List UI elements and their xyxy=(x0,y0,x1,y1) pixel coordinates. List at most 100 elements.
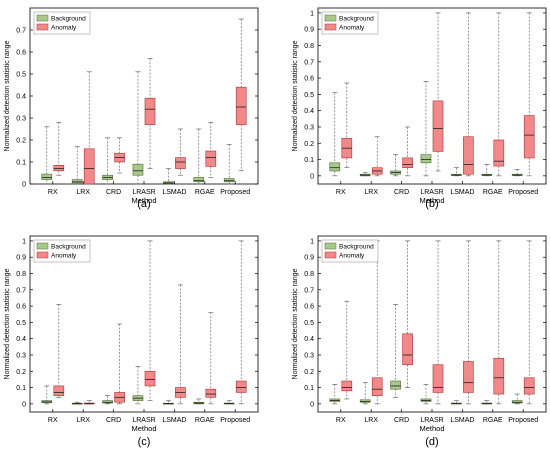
plot-frame xyxy=(317,235,547,413)
x-tick-label: LRASR xyxy=(132,189,155,196)
legend-swatch-anomaly xyxy=(36,251,49,259)
y-tick-label: 0.5 xyxy=(16,320,26,327)
plot-frame xyxy=(317,7,547,185)
background-box xyxy=(511,400,523,404)
legend-swatch-background xyxy=(36,14,49,22)
background-box xyxy=(71,179,83,184)
y-tick-label: 0.1 xyxy=(304,385,314,392)
x-tick-label: LSMAD xyxy=(162,189,186,196)
anomaly-box xyxy=(235,86,247,125)
y-tick-label: 0 xyxy=(22,182,26,189)
y-tick-label: 0.6 xyxy=(304,304,314,311)
y-tick-label: 0.6 xyxy=(16,50,26,57)
panel-b: 0 0.1 0.2 0.3 0.4 0.5 0.6 0.7 0.8 0.9 1 Normalized … xyxy=(292,7,547,210)
background-box xyxy=(359,399,371,403)
x-tick-label: RGAE xyxy=(483,189,503,196)
x-tick-label: RGAE xyxy=(195,189,215,196)
legend-label-background: Background xyxy=(51,244,86,251)
x-tick-label: LRASR xyxy=(420,189,443,196)
anomaly-box xyxy=(205,388,217,398)
legend-swatch-background xyxy=(324,242,337,250)
x-tick-label: Proposed xyxy=(220,417,250,424)
y-tick-label: 0.3 xyxy=(16,352,26,359)
y-axis-label: Normalized detection statistic range xyxy=(4,40,11,151)
background-box xyxy=(132,163,144,176)
x-tick-label: CRD xyxy=(394,417,409,424)
y-tick-label: 0.6 xyxy=(304,76,314,83)
y-tick-label: 0 xyxy=(310,173,314,180)
background-box xyxy=(420,154,432,164)
y-tick-label: 0.6 xyxy=(16,304,26,311)
x-tick-label: RX xyxy=(336,189,346,196)
background-box xyxy=(420,398,432,402)
background-box xyxy=(102,400,113,404)
background-box xyxy=(329,162,341,172)
x-tick-label: LSMAD xyxy=(450,189,474,196)
legend-swatch-background xyxy=(36,242,49,250)
panel-label: (d) xyxy=(425,436,438,448)
anomaly-box xyxy=(341,380,353,392)
legend-label-anomaly: Anomaly xyxy=(51,25,77,32)
anomaly-box xyxy=(463,136,474,175)
x-tick-label: Proposed xyxy=(220,189,250,196)
y-tick-label: 0.8 xyxy=(304,43,314,50)
x-axis-label: Method xyxy=(131,424,156,433)
x-tick-label: CRD xyxy=(106,417,121,424)
legend-label-background: Background xyxy=(339,244,374,251)
y-tick-label: 0.8 xyxy=(304,271,314,278)
y-tick-label: 0.2 xyxy=(304,141,314,148)
legend-label-anomaly: Anomaly xyxy=(339,253,365,260)
panel-c: 0 0.1 0.2 0.3 0.4 0.5 0.6 0.7 0.8 0.9 1 Normalized … xyxy=(4,235,259,448)
x-tick-label: RX xyxy=(48,417,58,424)
y-axis-label: Normalized detection statistic range xyxy=(292,268,299,379)
anomaly-box xyxy=(144,370,156,387)
anomaly-box xyxy=(432,100,444,152)
x-tick-label: LSMAD xyxy=(450,417,474,424)
y-tick-label: 0.7 xyxy=(304,59,314,66)
legend-swatch-anomaly xyxy=(324,23,337,31)
x-tick-label: LRX xyxy=(364,417,378,424)
y-tick-label: 0.3 xyxy=(304,352,314,359)
anomaly-box xyxy=(523,115,535,159)
x-tick-label: LRX xyxy=(76,189,90,196)
x-tick-label: RX xyxy=(48,189,58,196)
y-tick-label: 0.7 xyxy=(304,287,314,294)
panel-label: (c) xyxy=(138,436,151,448)
legend-label-background: Background xyxy=(51,16,86,23)
plot-frame xyxy=(29,235,259,413)
y-tick-label: 0.3 xyxy=(304,124,314,131)
background-box xyxy=(193,177,205,183)
x-axis-label: Method xyxy=(419,196,444,205)
anomaly-box xyxy=(175,157,186,169)
panel-d: 0 0.1 0.2 0.3 0.4 0.5 0.6 0.7 0.8 0.9 1 Normalized … xyxy=(292,235,547,448)
y-tick-label: 0.2 xyxy=(304,369,314,376)
x-tick-label: RX xyxy=(336,417,346,424)
y-tick-label: 0.9 xyxy=(304,27,314,34)
x-tick-label: LRASR xyxy=(132,417,155,424)
x-tick-label: LRX xyxy=(76,417,90,424)
x-tick-label: CRD xyxy=(394,189,409,196)
anomaly-box xyxy=(205,150,217,167)
panel-label: (a) xyxy=(137,198,150,210)
y-tick-label: 0.2 xyxy=(16,369,26,376)
y-tick-label: 0.7 xyxy=(16,28,26,35)
y-tick-label: 0.4 xyxy=(16,94,26,101)
anomaly-box xyxy=(463,361,474,393)
y-tick-label: 0.5 xyxy=(304,92,314,99)
anomaly-box xyxy=(402,333,413,366)
x-tick-label: RGAE xyxy=(483,417,503,424)
legend-label-anomaly: Anomaly xyxy=(51,253,77,260)
y-tick-label: 1 xyxy=(310,238,314,245)
x-tick-label: Proposed xyxy=(508,417,538,424)
anomaly-box xyxy=(402,157,413,169)
y-tick-label: 0.5 xyxy=(304,320,314,327)
panel-a: 0 0.1 0.2 0.3 0.4 0.5 0.6 0.7 Normalized detecti… xyxy=(4,7,259,210)
x-tick-label: LRX xyxy=(364,189,378,196)
background-box xyxy=(41,173,53,180)
x-axis-label: Method xyxy=(419,424,444,433)
y-tick-label: 0.1 xyxy=(304,157,314,164)
anomaly-box xyxy=(53,165,65,172)
y-tick-label: 0.9 xyxy=(16,255,26,262)
x-axis-label: Method xyxy=(131,196,156,205)
